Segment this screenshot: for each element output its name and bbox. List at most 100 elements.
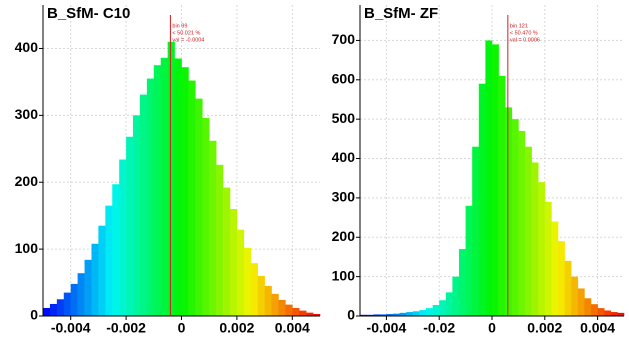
bar (518, 130, 526, 316)
bar (236, 229, 245, 316)
bar (56, 299, 65, 316)
marker-label: val = -0.0004 (172, 37, 204, 43)
bar (531, 162, 539, 316)
bar (153, 65, 162, 317)
bar (91, 243, 99, 316)
y-tick-label: 600 (332, 71, 356, 87)
bar (478, 83, 486, 316)
bar (174, 58, 182, 317)
bar (485, 40, 493, 316)
bar (386, 314, 394, 316)
bar (373, 314, 381, 316)
bar (577, 288, 585, 316)
x-tick-label: 0 (488, 320, 496, 336)
bar (313, 313, 321, 316)
bar (459, 249, 466, 316)
y-tick-label: 400 (15, 39, 39, 55)
marker-label: bin 99 (172, 23, 187, 29)
bar (360, 314, 367, 316)
bar (597, 308, 605, 316)
bar (505, 107, 513, 316)
bar (278, 299, 286, 316)
marker-label: < 50.021 % (172, 30, 200, 36)
marker-label: val = 0.0006 (510, 37, 540, 43)
bar (119, 159, 127, 316)
x-tick-label: 0.004 (580, 320, 615, 336)
y-tick-label: 200 (15, 173, 39, 189)
bar (406, 312, 414, 316)
y-tick-label: 0 (347, 307, 355, 323)
bar (399, 312, 407, 316)
y-tick-label: 300 (332, 189, 356, 205)
bar (77, 273, 85, 316)
y-tick-label: 0 (30, 307, 38, 323)
bar (257, 275, 265, 316)
bar (412, 311, 420, 316)
bar (551, 221, 559, 316)
x-tick-label: 0.002 (219, 320, 254, 336)
bar (610, 312, 618, 316)
bar (426, 308, 433, 316)
bar (146, 78, 155, 317)
bar (379, 314, 387, 316)
chart-title: B_SfM- C10 (47, 5, 130, 22)
bar (439, 300, 447, 316)
bar (292, 307, 300, 316)
x-tick-label: -0.002 (106, 320, 146, 336)
bar (393, 313, 400, 316)
bar (243, 247, 252, 316)
bar (584, 298, 592, 316)
x-tick-label: -0.02 (423, 320, 455, 336)
y-tick-label: 400 (332, 149, 356, 165)
bar (98, 225, 106, 316)
bar (617, 312, 625, 316)
y-tick-label: 500 (332, 110, 356, 126)
bar (43, 307, 51, 316)
marker-label: < 50.470 % (510, 30, 538, 36)
bar (167, 41, 175, 317)
x-tick-label: 0 (178, 320, 186, 336)
bar (498, 75, 506, 317)
bar (209, 140, 217, 316)
y-tick-label: 300 (15, 106, 39, 122)
y-tick-label: 100 (332, 267, 356, 283)
bar (432, 304, 440, 316)
x-tick-label: -0.004 (367, 320, 407, 336)
bar (112, 184, 120, 316)
bar (564, 260, 572, 316)
chart-title: B_SfM- ZF (364, 5, 438, 22)
bar (223, 187, 231, 316)
bar (229, 208, 238, 316)
bar (558, 241, 565, 316)
x-tick-label: -0.004 (51, 320, 91, 336)
bar (271, 293, 279, 316)
bar (84, 259, 92, 316)
bar (195, 98, 203, 317)
bar (511, 119, 519, 317)
bar (445, 292, 453, 316)
bar (139, 94, 148, 316)
bar (544, 201, 552, 316)
y-tick-label: 200 (332, 228, 356, 244)
bar (126, 136, 134, 316)
bar (525, 146, 532, 316)
bar (202, 118, 210, 316)
subchart: 0 100 200 300 400 500 600 700 -0.004 -0.02 0 0.002 0… (332, 5, 625, 336)
bar (264, 285, 272, 316)
bar (188, 80, 196, 316)
bar (160, 57, 168, 317)
bar (604, 310, 612, 316)
y-tick-label: 700 (332, 31, 356, 47)
bar (105, 205, 113, 316)
bar (538, 182, 546, 316)
bar (452, 276, 460, 316)
bar (366, 314, 374, 316)
subchart: 0 100 200 300 400 -0.004 -0.002 0 0.002 0.004 bin … (15, 5, 321, 336)
bar (492, 44, 499, 316)
bar (133, 115, 141, 317)
bar (472, 146, 480, 316)
bar (70, 283, 78, 316)
y-tick-label: 100 (15, 240, 39, 256)
